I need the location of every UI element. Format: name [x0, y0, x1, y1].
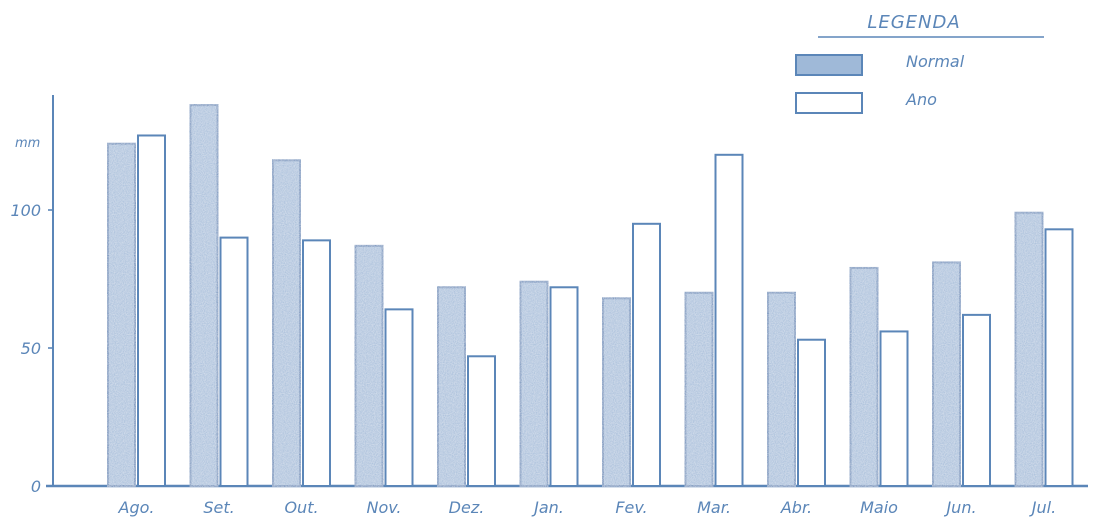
bar-ano-dez: [467, 355, 496, 487]
bar-ano-ago: [137, 134, 166, 487]
legend-swatch-normal: [795, 54, 863, 76]
bar-normal-jan: [519, 280, 549, 488]
bar-ano-jul: [1044, 228, 1074, 487]
x-tick-label: Set.: [203, 498, 234, 517]
bar-ano-set: [219, 236, 249, 487]
legend-label-ano: Ano: [905, 90, 937, 109]
bar-normal-maio: [849, 266, 879, 487]
bar-ano-nov: [384, 308, 414, 487]
bar-normal-nov: [354, 244, 384, 487]
bar-normal-dez: [437, 286, 466, 487]
x-tick-label: Maio: [860, 498, 898, 517]
bar-normal-out: [272, 159, 301, 487]
x-tick-label: Nov.: [366, 498, 401, 517]
bar-ano-jan: [549, 286, 579, 487]
y-tick-label: 100: [10, 201, 41, 220]
x-tick-label: Dez.: [449, 498, 485, 517]
x-tick-label: Jan.: [531, 498, 564, 517]
legend-label-normal: Normal: [906, 52, 965, 71]
x-tick-label: Ago.: [118, 498, 155, 517]
legend-swatch-ano: [795, 92, 863, 114]
bar-ano-fev: [632, 222, 661, 488]
x-tick-label: Jul.: [1029, 498, 1056, 517]
x-tick-label: Out.: [284, 498, 318, 517]
bar-ano-jun: [962, 313, 991, 487]
bars: [107, 104, 1074, 488]
bar-normal-jul: [1014, 211, 1044, 487]
x-tick-label: Mar.: [697, 498, 731, 517]
legend: LEGENDA Normal Ano: [795, 12, 1044, 114]
y-tick-label: 0: [31, 477, 41, 496]
bar-ano-maio: [879, 330, 909, 487]
bar-normal-jun: [932, 261, 961, 487]
x-tick-label: Fev.: [615, 498, 647, 517]
bar-ano-out: [302, 239, 331, 487]
bar-normal-fev: [602, 297, 631, 487]
y-unit-label: mm: [15, 136, 40, 151]
bar-normal-mar: [684, 291, 714, 487]
bar-ano-abr: [797, 338, 826, 487]
bar-normal-abr: [767, 291, 796, 487]
x-tick-label: Jun.: [943, 498, 976, 517]
y-ticks: 0 50 100: [10, 201, 53, 496]
bar-ano-mar: [714, 153, 744, 488]
bar-normal-ago: [107, 142, 136, 487]
legend-title: LEGENDA: [867, 12, 960, 33]
x-tick-labels: Ago. Set. Out. Nov. Dez. Jan. Fev. Mar. Abr. Maio…: [118, 498, 1057, 517]
bar-normal-set: [189, 104, 219, 488]
y-tick-label: 50: [21, 339, 41, 358]
x-tick-label: Abr.: [780, 498, 812, 517]
